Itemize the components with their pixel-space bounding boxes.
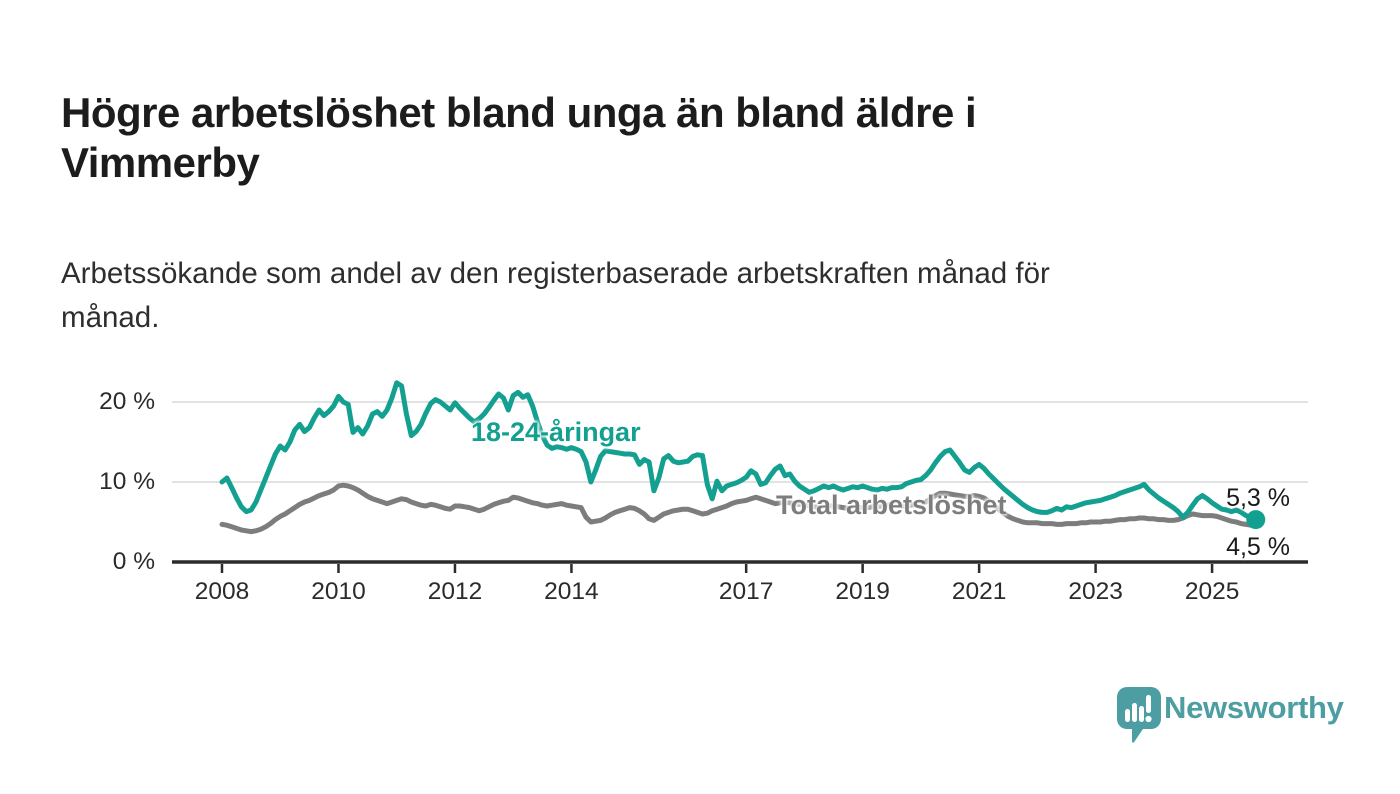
x-axis-tick-label: 2023 (1068, 578, 1123, 605)
end-value-label-total: 4,5 % (1226, 533, 1290, 561)
series-label-total: Total arbetslöshet (776, 490, 1007, 520)
y-axis-tick-label: 10 % (99, 468, 155, 495)
y-axis-tick-label: 20 % (99, 388, 155, 415)
x-axis-tick-label: 2008 (194, 578, 250, 605)
x-axis-tick-label: 2010 (311, 578, 366, 605)
x-axis-tick-label: 2012 (427, 578, 483, 605)
newsworthy-speech-bubble-icon (1117, 687, 1161, 743)
y-axis-tick-label: 0 % (112, 548, 155, 575)
x-axis-tick-label: 2019 (835, 578, 890, 605)
page-title: Högre arbetslöshet bland unga än bland ä… (61, 89, 977, 187)
x-axis-tick-label: 2021 (951, 578, 1007, 605)
series-label-youth: 18-24-åringar (471, 417, 641, 447)
chart-subtitle: Arbetssökande som andel av den registerb… (61, 256, 1050, 334)
x-axis-tick-label: 2014 (544, 578, 599, 605)
end-value-label-youth: 5,3 % (1226, 484, 1290, 512)
newsworthy-logo-text: Newsworthy (1164, 690, 1344, 725)
newsworthy-logo: Newsworthy (1117, 687, 1344, 745)
x-axis-tick-label: 2017 (718, 578, 774, 605)
x-axis-tick-label: 2025 (1184, 578, 1240, 605)
